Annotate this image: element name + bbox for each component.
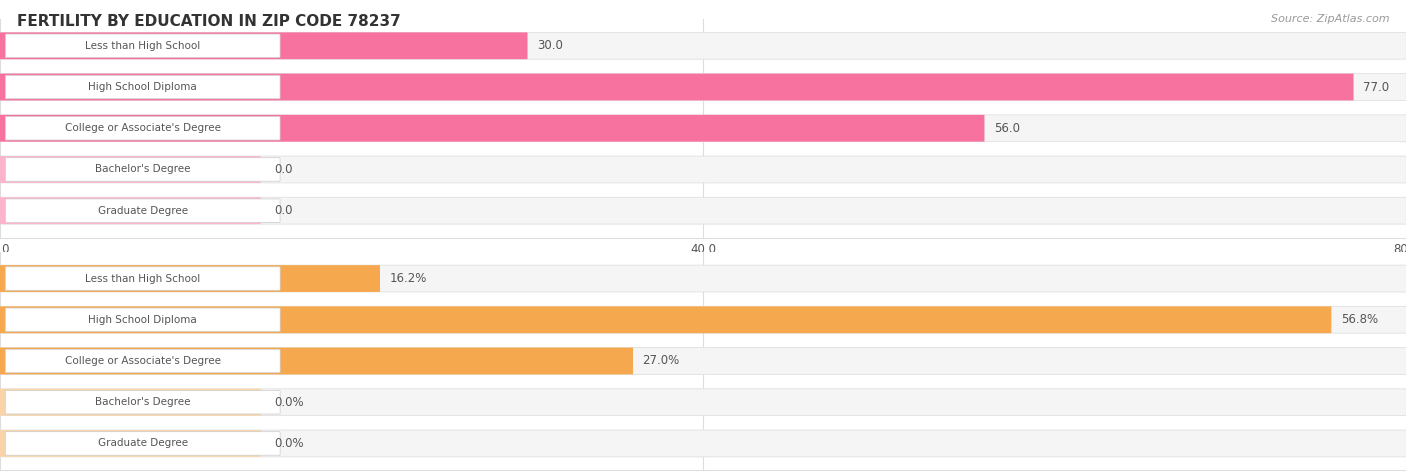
FancyBboxPatch shape <box>0 74 1406 100</box>
Text: 0.0: 0.0 <box>274 163 292 176</box>
FancyBboxPatch shape <box>6 75 280 99</box>
FancyBboxPatch shape <box>0 265 380 292</box>
FancyBboxPatch shape <box>6 390 280 414</box>
Text: 56.8%: 56.8% <box>1341 314 1378 326</box>
Text: College or Associate's Degree: College or Associate's Degree <box>65 123 221 133</box>
FancyBboxPatch shape <box>0 265 1406 292</box>
Text: High School Diploma: High School Diploma <box>89 82 197 92</box>
FancyBboxPatch shape <box>6 34 280 57</box>
FancyBboxPatch shape <box>0 32 527 59</box>
FancyBboxPatch shape <box>0 348 633 374</box>
Text: 27.0%: 27.0% <box>643 354 679 368</box>
Text: College or Associate's Degree: College or Associate's Degree <box>65 356 221 366</box>
FancyBboxPatch shape <box>6 349 280 373</box>
Text: Less than High School: Less than High School <box>86 274 200 284</box>
Text: Source: ZipAtlas.com: Source: ZipAtlas.com <box>1271 14 1389 24</box>
FancyBboxPatch shape <box>0 156 260 183</box>
FancyBboxPatch shape <box>0 306 1331 333</box>
Text: 77.0: 77.0 <box>1364 81 1389 94</box>
FancyBboxPatch shape <box>0 430 1406 457</box>
FancyBboxPatch shape <box>0 115 984 142</box>
FancyBboxPatch shape <box>0 389 262 416</box>
FancyBboxPatch shape <box>6 158 280 181</box>
FancyBboxPatch shape <box>0 32 1406 59</box>
FancyBboxPatch shape <box>0 197 1406 224</box>
Text: 16.2%: 16.2% <box>389 272 427 285</box>
Text: Graduate Degree: Graduate Degree <box>97 206 188 216</box>
FancyBboxPatch shape <box>6 432 280 455</box>
FancyBboxPatch shape <box>6 267 280 290</box>
FancyBboxPatch shape <box>6 199 280 222</box>
Text: FERTILITY BY EDUCATION IN ZIP CODE 78237: FERTILITY BY EDUCATION IN ZIP CODE 78237 <box>17 14 401 29</box>
FancyBboxPatch shape <box>0 430 262 457</box>
FancyBboxPatch shape <box>0 348 1406 374</box>
FancyBboxPatch shape <box>0 389 1406 416</box>
FancyBboxPatch shape <box>0 197 260 224</box>
FancyBboxPatch shape <box>0 156 1406 183</box>
Text: 30.0: 30.0 <box>537 39 562 52</box>
FancyBboxPatch shape <box>6 116 280 140</box>
Text: Bachelor's Degree: Bachelor's Degree <box>96 164 190 174</box>
Text: Graduate Degree: Graduate Degree <box>97 438 188 448</box>
Text: 0.0%: 0.0% <box>274 437 304 450</box>
Text: 0.0: 0.0 <box>274 204 292 217</box>
Text: Less than High School: Less than High School <box>86 41 200 51</box>
Text: Bachelor's Degree: Bachelor's Degree <box>96 397 190 407</box>
Text: High School Diploma: High School Diploma <box>89 315 197 325</box>
FancyBboxPatch shape <box>0 306 1406 333</box>
FancyBboxPatch shape <box>0 115 1406 142</box>
Text: 0.0%: 0.0% <box>274 396 304 408</box>
FancyBboxPatch shape <box>0 74 1354 100</box>
Text: 56.0: 56.0 <box>994 122 1019 135</box>
FancyBboxPatch shape <box>6 308 280 332</box>
